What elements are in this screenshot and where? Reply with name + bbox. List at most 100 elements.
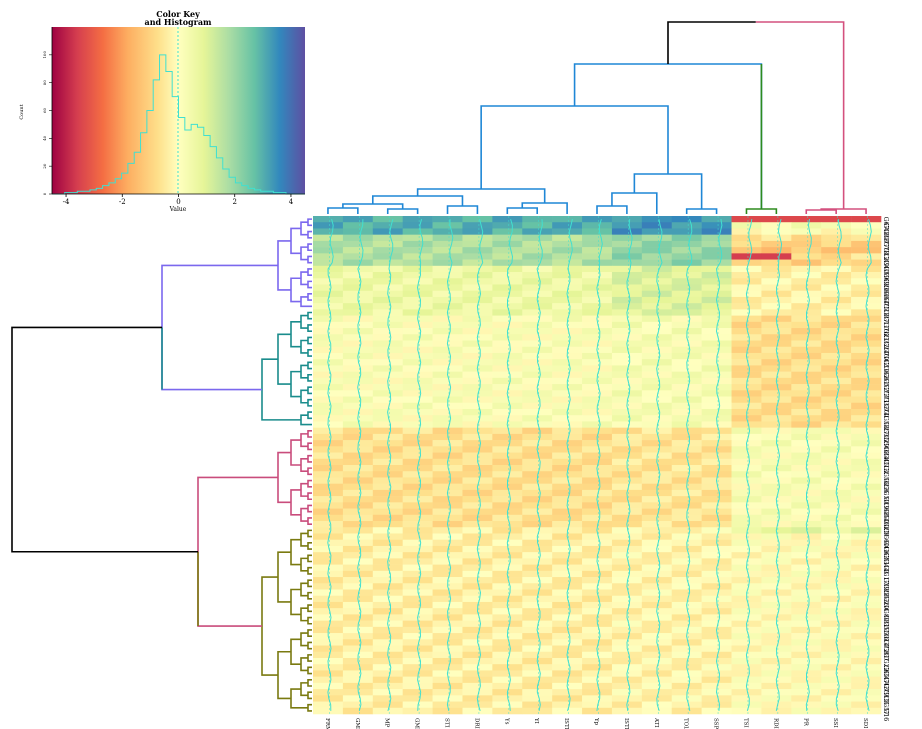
heatmap-cell bbox=[492, 608, 523, 615]
heatmap-cell bbox=[582, 564, 613, 572]
column-label: ISTI bbox=[563, 718, 569, 729]
heatmap-cell bbox=[701, 371, 732, 379]
heatmap-cell bbox=[552, 427, 583, 435]
heatmap-cell bbox=[761, 278, 792, 285]
heatmap-cell bbox=[522, 676, 553, 684]
heatmap-cell bbox=[671, 651, 702, 659]
heatmap-cell bbox=[701, 514, 732, 522]
heatmap-cell bbox=[582, 595, 613, 603]
heatmap-cell bbox=[791, 664, 822, 671]
heatmap-cell bbox=[731, 527, 762, 534]
heatmap-cell bbox=[342, 303, 374, 310]
heatmap-cell bbox=[791, 408, 822, 416]
heatmap-cell bbox=[342, 334, 374, 341]
heatmap-cell bbox=[761, 272, 792, 279]
row-label: G13 bbox=[882, 459, 889, 472]
heatmap-cell bbox=[522, 272, 553, 279]
heatmap-cell bbox=[731, 240, 762, 248]
heatmap-cell bbox=[552, 645, 583, 653]
row-label: G38 bbox=[882, 229, 889, 242]
row-label: G76 bbox=[882, 322, 889, 335]
heatmap-cell bbox=[402, 334, 433, 341]
heatmap-cell bbox=[671, 614, 702, 621]
row-label: G37 bbox=[882, 310, 889, 323]
heatmap-cell bbox=[641, 446, 673, 453]
column-label: TSI bbox=[742, 718, 748, 728]
heatmap-cell bbox=[313, 346, 344, 354]
heatmap-cell bbox=[791, 682, 822, 690]
heatmap-cell bbox=[492, 471, 523, 478]
heatmap-cell bbox=[432, 477, 463, 484]
heatmap-cell bbox=[701, 608, 732, 615]
heatmap-cell bbox=[402, 253, 433, 260]
heatmap-cell bbox=[761, 240, 792, 248]
heatmap-cell bbox=[851, 415, 882, 422]
heatmap-cell bbox=[462, 321, 493, 329]
row-dendrogram-branch bbox=[307, 361, 312, 370]
heatmap-cell bbox=[641, 440, 673, 447]
heatmap-cell bbox=[432, 421, 463, 428]
heatmap-cell bbox=[761, 303, 792, 310]
heatmap-cell bbox=[372, 433, 403, 441]
heatmap-cell bbox=[402, 240, 433, 248]
heatmap-cell bbox=[372, 514, 403, 522]
heatmap-cell bbox=[342, 278, 374, 285]
column-dendrogram bbox=[327, 21, 867, 214]
heatmap-cell bbox=[492, 228, 523, 235]
heatmap-cell bbox=[851, 340, 882, 348]
heatmap-cell bbox=[641, 626, 673, 634]
heatmap-cell bbox=[402, 228, 433, 235]
heatmap-cell bbox=[791, 577, 822, 584]
heatmap-cell bbox=[611, 620, 643, 628]
column-label: TOL bbox=[683, 718, 689, 729]
heatmap-cell bbox=[791, 228, 822, 235]
heatmap-cell bbox=[791, 471, 822, 478]
heatmap-cell bbox=[761, 228, 792, 235]
heatmap-cell bbox=[372, 309, 403, 316]
heatmap-cell bbox=[372, 452, 403, 460]
row-label: G24 bbox=[882, 341, 889, 354]
heatmap-cell bbox=[761, 415, 792, 422]
heatmap-cell bbox=[641, 296, 673, 304]
heatmap-cell bbox=[372, 521, 403, 528]
heatmap-cell bbox=[641, 228, 673, 235]
row-dendrogram-branch bbox=[307, 504, 312, 513]
row-label: G18 bbox=[882, 304, 889, 317]
heatmap-cell bbox=[522, 465, 553, 472]
heatmap-cell bbox=[522, 452, 553, 460]
heatmap-cell bbox=[701, 365, 732, 372]
heatmap-cell bbox=[731, 259, 762, 267]
heatmap-cell bbox=[671, 377, 702, 385]
heatmap-cell bbox=[552, 539, 583, 547]
heatmap-cell bbox=[342, 589, 374, 597]
heatmap-cell bbox=[432, 384, 463, 391]
heatmap-cell bbox=[432, 346, 463, 354]
heatmap-cell bbox=[462, 247, 493, 254]
heatmap-cell bbox=[432, 645, 463, 653]
heatmap-cell bbox=[791, 558, 822, 565]
heatmap-cell bbox=[492, 321, 523, 329]
heatmap-cell bbox=[791, 595, 822, 603]
heatmap-cell bbox=[432, 415, 463, 422]
heatmap-cell bbox=[402, 259, 433, 267]
heatmap-cell bbox=[791, 502, 822, 509]
row-dendrogram-branch bbox=[197, 476, 278, 627]
heatmap-cell bbox=[851, 465, 882, 472]
heatmap-cell bbox=[402, 440, 433, 447]
heatmap-cell bbox=[731, 452, 762, 460]
heatmap-cell bbox=[313, 284, 344, 291]
heatmap-cell bbox=[372, 539, 403, 547]
color-key-x-tick-label: -2 bbox=[119, 198, 126, 206]
heatmap-cell bbox=[462, 440, 493, 447]
heatmap-cell bbox=[582, 608, 613, 615]
heatmap-cell bbox=[791, 272, 822, 279]
row-dendrogram-branch bbox=[300, 433, 308, 448]
heatmap-cell bbox=[342, 222, 374, 229]
heatmap-cell bbox=[313, 216, 344, 223]
heatmap-cell bbox=[582, 508, 613, 516]
heatmap-cell bbox=[582, 253, 613, 260]
row-dendrogram-branch bbox=[307, 268, 312, 276]
heatmap-cell bbox=[402, 458, 433, 466]
trace-line bbox=[865, 218, 872, 712]
column-dendrogram-branch bbox=[805, 209, 837, 214]
